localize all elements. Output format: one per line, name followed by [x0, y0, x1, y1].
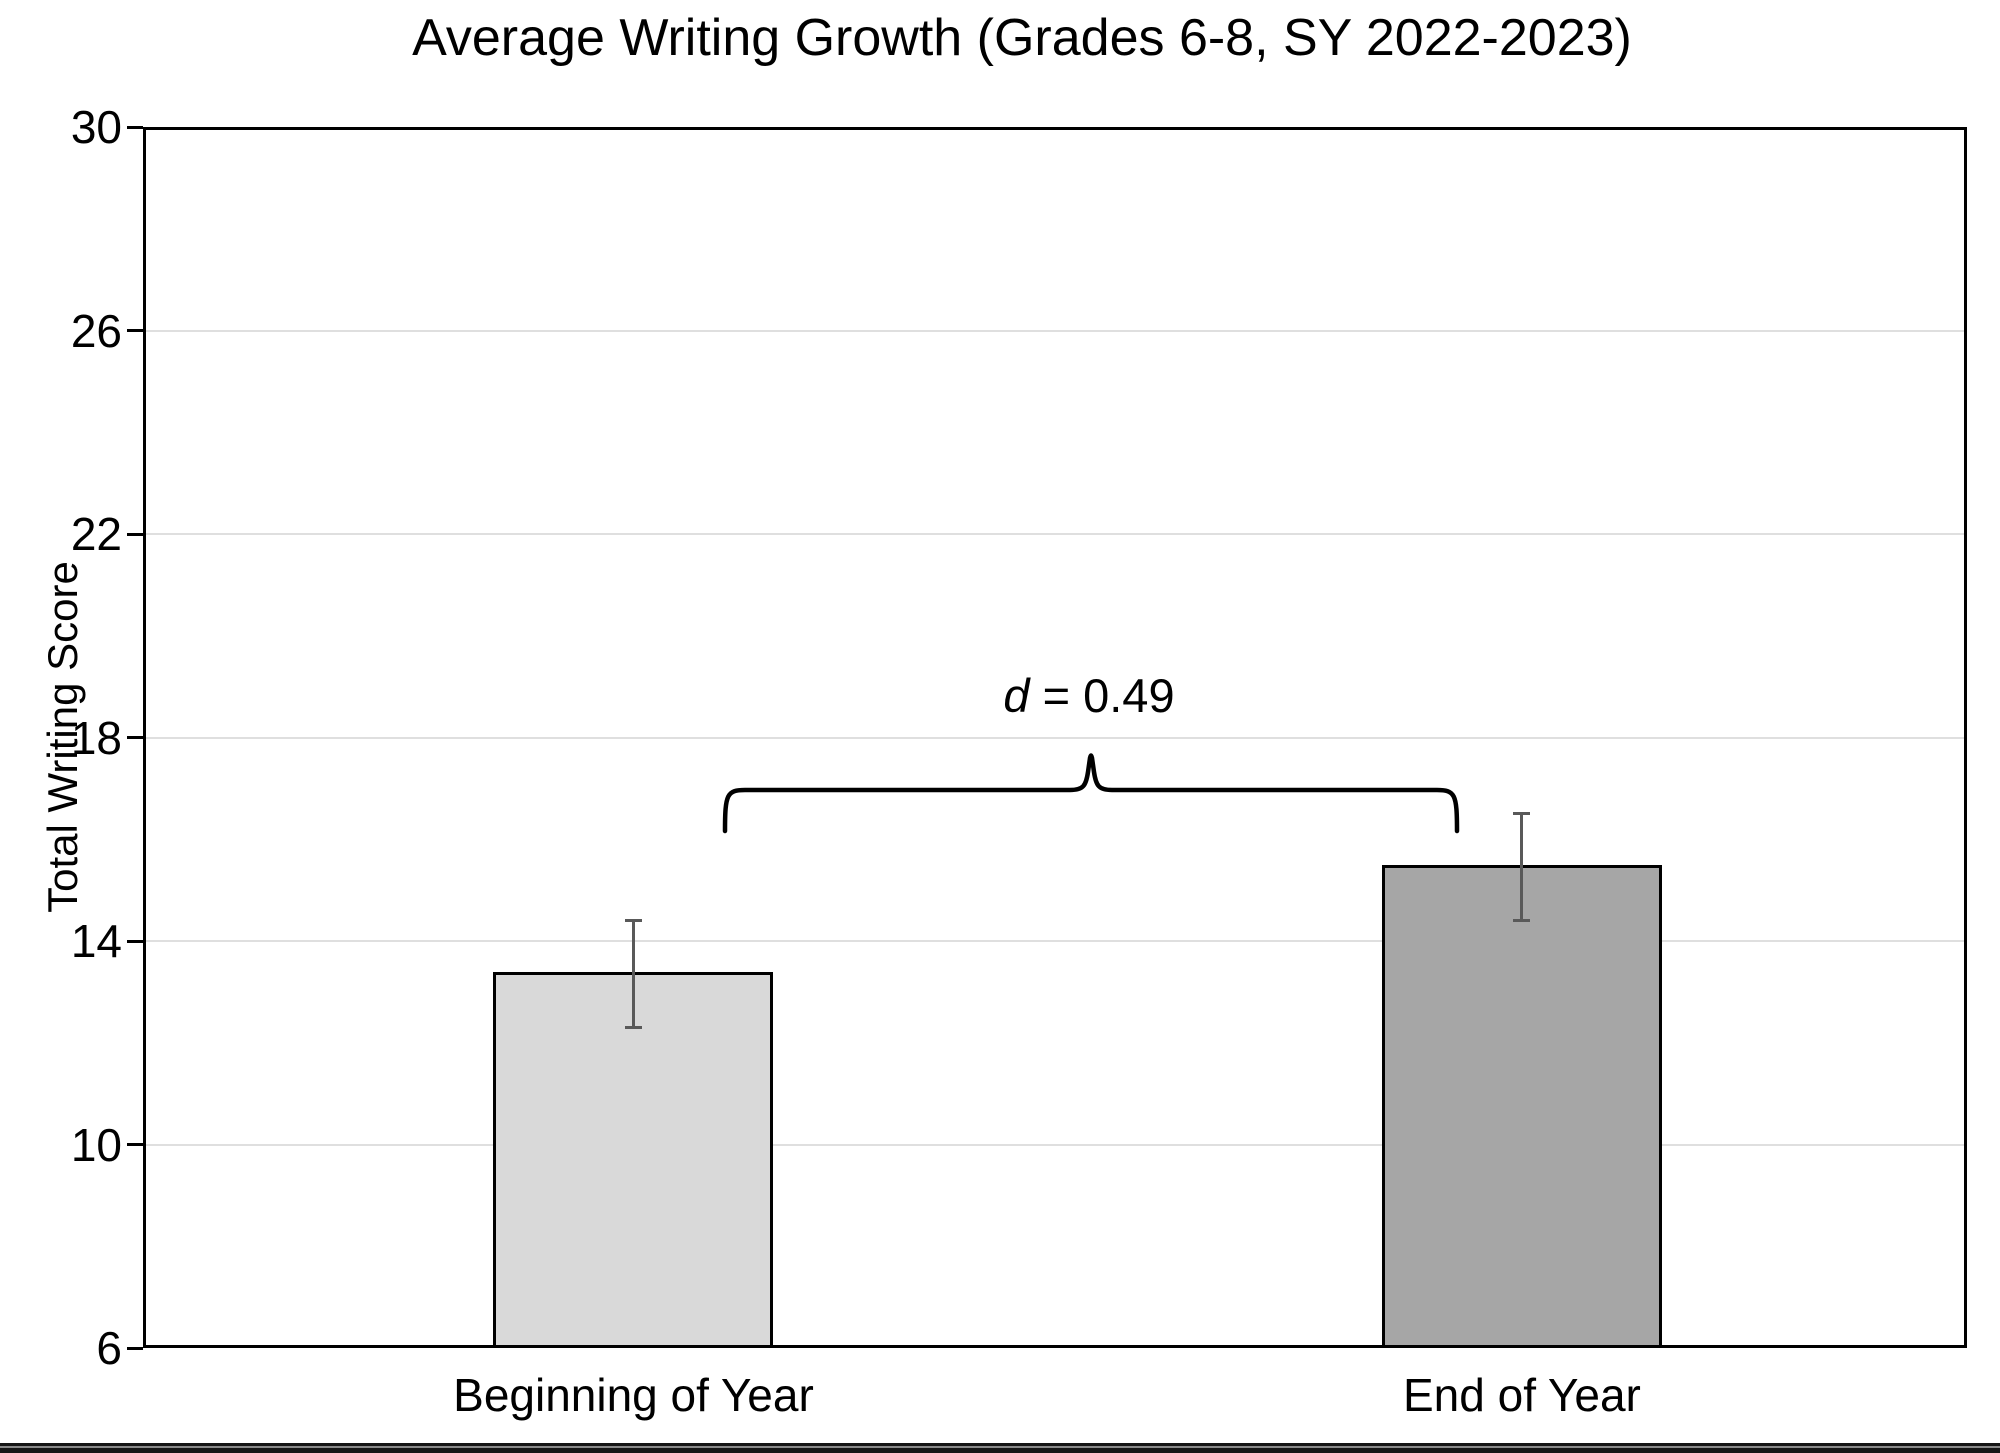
error-bar-cap — [1513, 812, 1531, 816]
y-axis-tick — [127, 939, 143, 943]
y-tick-label: 30 — [70, 101, 122, 153]
y-axis-tick — [127, 1346, 143, 1350]
bar-end-of-year — [1381, 864, 1662, 1345]
error-bar-cap — [1513, 919, 1531, 923]
effect-size-value: = 0.49 — [1029, 669, 1175, 722]
y-tick-label: 18 — [70, 711, 122, 764]
bar-beginning-of-year — [493, 971, 774, 1345]
y-axis-tick — [127, 736, 143, 739]
x-axis-label: Beginning of Year — [453, 1369, 814, 1421]
y-tick-label: 14 — [70, 915, 122, 967]
gridline — [146, 329, 1964, 332]
y-axis-tick — [127, 125, 143, 129]
y-tick-label: 22 — [70, 508, 122, 560]
y-tick-label: 6 — [96, 1322, 122, 1374]
y-axis-tick — [127, 532, 143, 536]
plot-area — [143, 127, 1967, 1348]
window-bottom-edge — [0, 1442, 2000, 1453]
gridline — [146, 736, 1964, 739]
gridline — [146, 1143, 1964, 1146]
y-axis-tick — [127, 329, 143, 332]
error-bar — [1520, 813, 1524, 921]
y-axis-tick — [127, 1143, 143, 1146]
x-axis-label: End of Year — [1402, 1369, 1641, 1421]
error-bar-cap — [624, 919, 642, 923]
error-bar-cap — [624, 1025, 642, 1029]
y-tick-label: 10 — [70, 1118, 122, 1171]
gridline — [146, 940, 1964, 942]
y-tick-label: 26 — [70, 304, 122, 357]
chart-title: Average Writing Growth (Grades 6-8, SY 2… — [412, 9, 1632, 67]
effect-size-symbol: d — [1003, 669, 1030, 722]
gridline — [146, 533, 1964, 535]
effect-size-annotation: d = 0.49 — [789, 670, 1389, 722]
error-bar — [631, 920, 635, 1028]
